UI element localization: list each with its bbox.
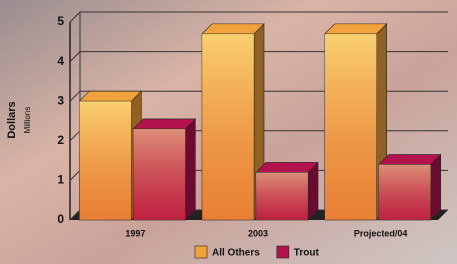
bar-shading — [325, 34, 377, 220]
bar-side — [185, 119, 195, 220]
y-tick-label: 5 — [57, 14, 64, 28]
y-tick-label: 3 — [57, 93, 64, 107]
x-tick-label: 2003 — [248, 228, 268, 238]
legend-swatch — [277, 246, 289, 258]
bar-shading — [79, 101, 131, 220]
legend-label: Trout — [294, 248, 320, 259]
bar-shading — [256, 172, 308, 220]
x-tick-label: Projected/04 — [354, 228, 408, 238]
bar-top — [79, 91, 141, 101]
bar-top — [202, 24, 264, 34]
y-axis-title: Dollars — [6, 101, 18, 138]
bar-shading — [379, 165, 431, 220]
bar-shading — [202, 34, 254, 220]
bar-top — [379, 155, 441, 165]
bar-top — [256, 162, 318, 172]
y-tick-label: 2 — [57, 133, 64, 147]
chart: Dollars Millions 0 1 2 3 4 5 1997 2003 Projected… — [0, 0, 457, 264]
y-tick-label: 0 — [57, 212, 64, 226]
y-axis-unit: Millions — [23, 107, 32, 134]
y-tick-label: 1 — [57, 173, 64, 187]
x-tick-label: 1997 — [125, 228, 145, 238]
legend-label: All Others — [212, 248, 260, 259]
bar-shading — [133, 129, 185, 220]
bar-side — [431, 155, 441, 220]
bar-top — [325, 24, 387, 34]
legend-swatch — [195, 246, 207, 258]
y-tick-label: 4 — [57, 54, 64, 68]
bar-top — [133, 119, 195, 129]
